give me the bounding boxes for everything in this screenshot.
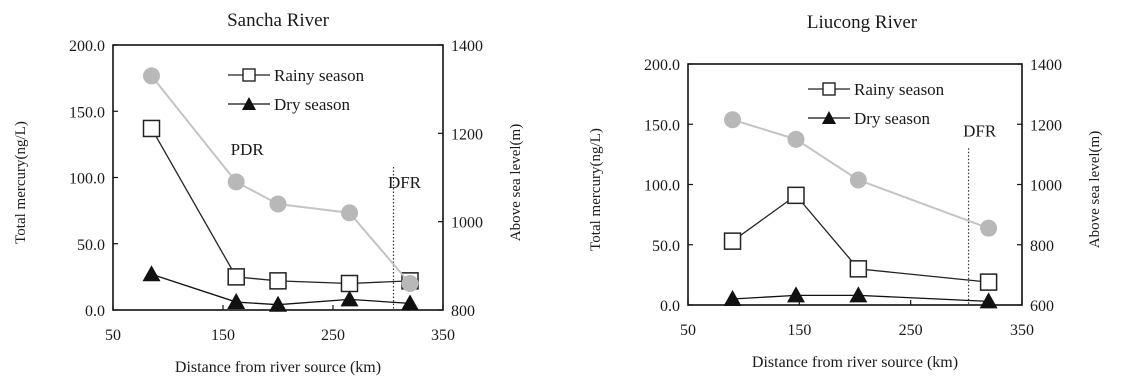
legend-dry-marker	[822, 111, 836, 124]
x-axis-label: Distance from river source (km)	[752, 354, 958, 371]
y-tick-label: 200.0	[69, 38, 105, 55]
series-line-filled-triangle	[732, 294, 989, 303]
dry-season-point	[786, 286, 805, 303]
y-tick-label: 50.0	[652, 238, 680, 255]
y2-tick-label: 1200	[451, 126, 483, 143]
x-tick-label: 250	[321, 327, 345, 344]
rainy-season-point	[787, 186, 805, 205]
elevation-point	[227, 173, 245, 191]
dry-season-point	[849, 286, 868, 303]
elevation-point	[341, 204, 358, 222]
rainy-season-point	[849, 260, 868, 278]
legend-dry-label: Dry season	[854, 109, 931, 128]
dry-season-point	[142, 265, 161, 282]
dry-season-point	[340, 290, 359, 307]
legend-rainy-label: Rainy season	[274, 66, 365, 85]
dry-season-point	[723, 289, 742, 306]
y-tick-label: 100.0	[644, 178, 680, 195]
y-tick-label: 200.0	[644, 57, 680, 74]
dry-season-point	[979, 292, 998, 309]
rainy-season-point	[979, 273, 998, 291]
y2-tick-label: 800	[1030, 238, 1054, 255]
annotation-label: DFR	[963, 121, 997, 140]
y2-tick-label: 1000	[451, 215, 483, 232]
rainy-season-point	[269, 272, 287, 290]
y-axis-label: Total mercury(ng/L)	[13, 121, 29, 244]
legend-dry-marker	[242, 97, 256, 110]
elevation-point	[401, 275, 419, 292]
legend-dry-label: Dry season	[274, 95, 351, 114]
x-tick-label: 350	[431, 327, 455, 344]
y-tick-label: 100.0	[69, 171, 105, 188]
series-line-grey-circle	[732, 118, 989, 230]
elevation-point	[724, 111, 742, 129]
x-tick-label: 250	[899, 322, 923, 339]
y2-tick-label: 600	[1030, 298, 1054, 315]
y-tick-label: 0.0	[660, 298, 680, 315]
chart-title: Sancha River	[227, 10, 330, 31]
y2-tick-label: 800	[451, 303, 475, 320]
dry-season-point	[401, 294, 419, 311]
annotation-label: DFR	[388, 173, 422, 192]
x-tick-label: 50	[680, 322, 696, 339]
dry-season-point	[269, 295, 287, 312]
series-line-open-square	[732, 194, 989, 283]
y-tick-label: 150.0	[69, 104, 105, 121]
x-tick-label: 150	[787, 322, 811, 339]
legend-rainy-label: Rainy season	[854, 80, 945, 99]
y2-tick-label: 1400	[451, 38, 483, 55]
chart-panel-2: Liucong River 0.0 50.0 100.0 150.0 200.0 600 80…	[588, 12, 1103, 371]
dry-season-point	[227, 293, 246, 310]
rainy-season-point	[340, 274, 359, 293]
y2-axis-label: Above sea level(m)	[508, 124, 524, 241]
chart-title: Liucong River	[807, 12, 918, 33]
legend-rainy-marker	[822, 82, 836, 96]
elevation-point	[269, 195, 287, 213]
y2-tick-label: 1200	[1030, 117, 1062, 134]
elevation-point	[143, 67, 160, 85]
rainy-season-point	[723, 232, 742, 250]
x-axis-label: Distance from river source (km)	[175, 359, 381, 376]
y-tick-label: 0.0	[85, 303, 105, 320]
annotation-label: PDR	[231, 140, 265, 159]
y2-axis-label: Above sea level(m)	[1087, 131, 1103, 248]
legend-rainy-marker	[242, 68, 256, 82]
x-tick-label: 50	[105, 327, 121, 344]
rainy-season-point	[227, 268, 245, 286]
x-tick-label: 350	[1010, 322, 1034, 339]
elevation-point	[787, 130, 805, 148]
y-axis-label: Total mercury(ng/L)	[588, 128, 604, 251]
y-tick-label: 150.0	[644, 117, 680, 134]
chart-panel-1: Sancha River 0.0 50.0 100.0 150.0 200.0 800 100…	[13, 10, 524, 376]
elevation-point	[980, 219, 998, 237]
y2-tick-label: 1000	[1030, 178, 1062, 195]
x-tick-label: 150	[211, 327, 235, 344]
y-tick-label: 50.0	[77, 237, 105, 254]
rainy-season-point	[142, 119, 161, 138]
y2-tick-label: 1400	[1030, 57, 1062, 74]
elevation-point	[849, 171, 867, 189]
